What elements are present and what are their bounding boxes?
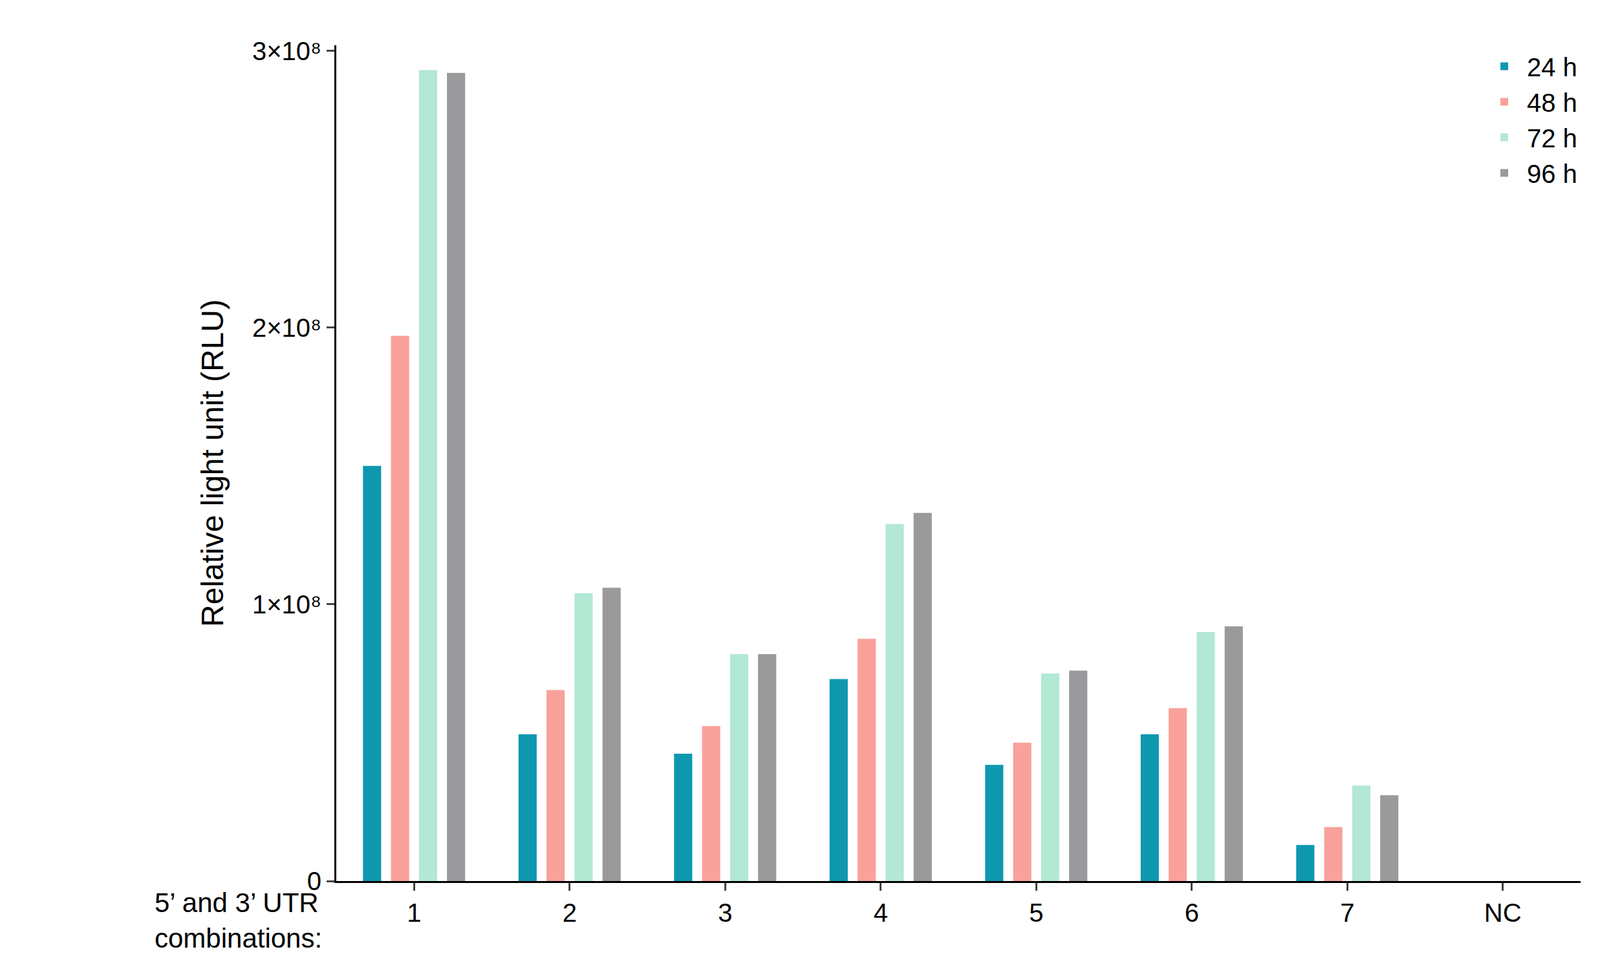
svg-text:0: 0 — [307, 867, 322, 896]
svg-text:3: 3 — [717, 898, 733, 928]
svg-text:1×10⁸: 1×10⁸ — [252, 590, 322, 619]
svg-text:2: 2 — [562, 898, 577, 928]
svg-text:5’ and 3’ UTRcombinations:: 5’ and 3’ UTRcombinations: — [154, 887, 323, 954]
svg-text:2×10⁸: 2×10⁸ — [252, 313, 322, 343]
svg-text:7: 7 — [1340, 898, 1355, 928]
svg-text:1: 1 — [406, 898, 422, 928]
svg-text:5: 5 — [1028, 898, 1044, 928]
svg-text:6: 6 — [1184, 898, 1200, 928]
svg-text:48 h: 48 h — [1526, 88, 1578, 118]
svg-text:NC: NC — [1484, 898, 1522, 928]
svg-text:96 h: 96 h — [1526, 159, 1578, 189]
svg-text:3×10⁸: 3×10⁸ — [252, 36, 322, 66]
svg-text:Relative light unit (RLU): Relative light unit (RLU) — [195, 299, 230, 628]
svg-text:72 h: 72 h — [1526, 124, 1578, 153]
svg-text:24 h: 24 h — [1526, 53, 1578, 82]
svg-text:4: 4 — [873, 898, 888, 928]
